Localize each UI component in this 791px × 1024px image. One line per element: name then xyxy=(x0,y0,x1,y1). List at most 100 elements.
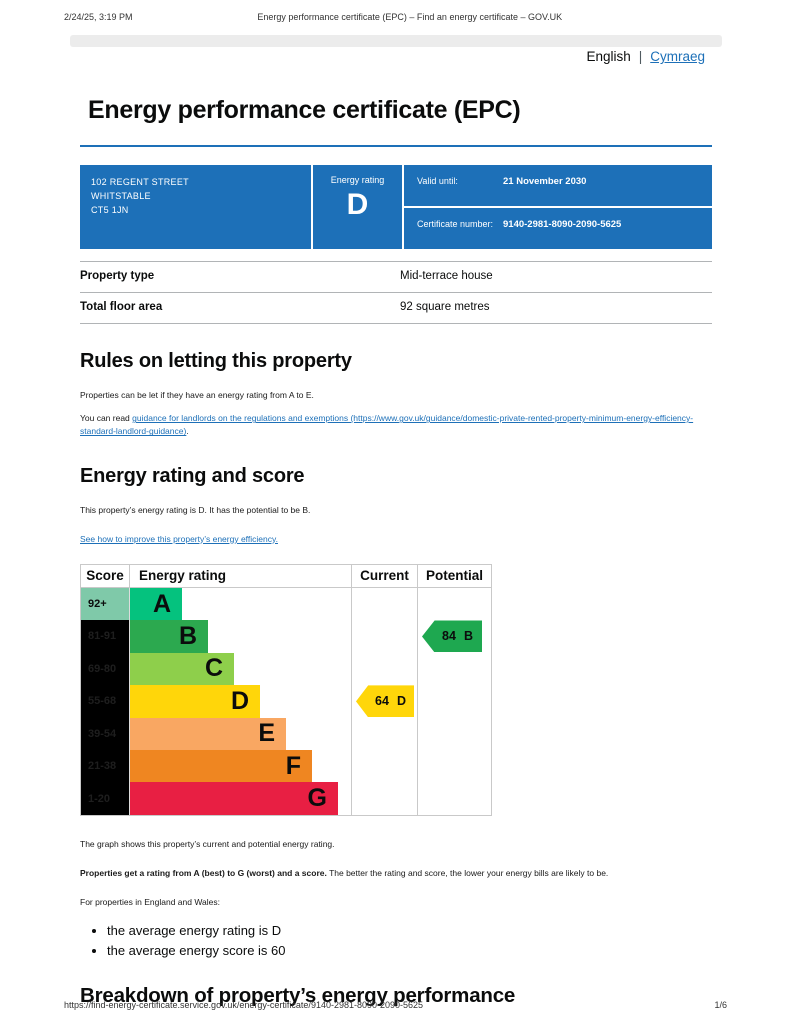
collapsed-banner-bar xyxy=(70,35,722,47)
potential-column-cell: 84 B xyxy=(417,620,491,653)
chart-header-rating: Energy rating xyxy=(129,564,351,587)
band-bar-track: G xyxy=(129,782,351,815)
rating-explanation: Properties get a rating from A (best) to… xyxy=(80,867,712,880)
band-bar: D xyxy=(130,685,260,718)
improve-link-paragraph: See how to improve this property’s energ… xyxy=(80,533,712,546)
band-letter: D xyxy=(230,686,249,715)
chart-caption: The graph shows this property’s current … xyxy=(80,838,335,849)
band-letter: A xyxy=(152,589,171,618)
potential-band: B xyxy=(463,629,473,644)
potential-column-cell xyxy=(417,685,491,718)
summary-value: Mid-terrace house xyxy=(400,270,493,282)
band-bar-track: D xyxy=(129,685,351,718)
potential-column-cell xyxy=(417,749,491,783)
section-divider xyxy=(80,145,712,147)
epc-chart-body: 92+ A 81-91 B 84 B 69-80 C 55-68 D 64 D 39-54 E 21-38 F… xyxy=(81,587,491,815)
potential-column-cell xyxy=(417,717,491,750)
regions-intro: For properties in England and Wales: xyxy=(80,897,221,908)
current-score: 64 xyxy=(375,694,389,709)
print-header: 2/24/25, 3:19 PM Energy performance cert… xyxy=(64,12,727,22)
band-score-cell: 21-38 xyxy=(81,749,129,783)
band-bar-track: E xyxy=(129,717,351,750)
certificate-number-row: Certificate number: 9140-2981-8090-2090-… xyxy=(404,206,712,249)
energy-rating-value: D xyxy=(346,188,369,221)
valid-until-value: 21 November 2030 xyxy=(503,176,587,187)
rating-score-heading: Energy rating and score xyxy=(80,464,305,487)
current-column-cell xyxy=(351,782,417,815)
band-bar: G xyxy=(130,782,338,815)
address-line: 102 REGENT STREET xyxy=(91,177,189,187)
rating-explanation-bold: Properties get a rating from A (best) to… xyxy=(80,868,327,879)
guidance-suffix: . xyxy=(186,426,189,437)
band-score-cell: 55-68 xyxy=(81,685,129,718)
rules-heading: Rules on letting this property xyxy=(80,350,352,372)
band-score-cell: 81-91 xyxy=(81,620,129,653)
certificate-validity: Valid until: 21 November 2030 Certificat… xyxy=(404,165,712,249)
summary-label: Total floor area xyxy=(80,301,163,313)
improve-efficiency-link[interactable]: See how to improve this property’s energ… xyxy=(80,533,278,544)
band-letter: G xyxy=(307,784,327,813)
current-column-cell: 64 D xyxy=(351,685,417,718)
potential-score: 84 xyxy=(442,629,456,644)
band-bar: B xyxy=(130,620,208,653)
address-line: WHITSTABLE xyxy=(91,190,151,201)
print-footer-url: https://find-energy-certificate.service.… xyxy=(64,1000,424,1010)
property-address: 102 REGENT STREET WHITSTABLE CT5 1JN xyxy=(80,165,311,249)
epc-band-row: 81-91 B 84 B xyxy=(81,620,491,653)
potential-column-cell xyxy=(417,587,491,621)
valid-until-row: Valid until: 21 November 2030 xyxy=(404,165,712,206)
address-line: CT5 1JN xyxy=(91,204,129,215)
band-score-cell: 39-54 xyxy=(81,717,129,750)
summary-row: Property type Mid-terrace house xyxy=(80,261,712,292)
epc-band-row: 21-38 F xyxy=(81,749,491,783)
epc-band-row: 55-68 D 64 D xyxy=(81,685,491,718)
language-link-cymraeg[interactable]: Cymraeg xyxy=(650,49,705,64)
summary-label: Property type xyxy=(80,270,155,282)
summary-value: 92 square metres xyxy=(400,301,490,313)
band-bar: F xyxy=(130,749,312,783)
print-footer-page-number: 1/6 xyxy=(714,1000,727,1010)
page-title: Energy performance certificate (EPC) xyxy=(88,96,521,124)
rules-paragraph: Properties can be let if they have an en… xyxy=(80,390,314,400)
certificate-banner: 102 REGENT STREET WHITSTABLE CT5 1JN Ene… xyxy=(80,165,712,249)
current-column-cell xyxy=(351,652,417,686)
current-rating-arrow: 64 D xyxy=(356,685,414,718)
band-bar-track: A xyxy=(129,587,351,621)
landlord-guidance-link[interactable]: guidance for landlords on the regulation… xyxy=(80,413,694,437)
valid-until-label: Valid until: xyxy=(417,176,458,186)
current-column-cell xyxy=(351,620,417,653)
band-bar: E xyxy=(130,717,286,750)
epc-chart-header: Score Energy rating Current Potential xyxy=(81,564,491,588)
average-score-item: the average energy score is 60 xyxy=(107,941,712,961)
language-separator: | xyxy=(638,49,643,64)
average-facts-list: the average energy rating is D the avera… xyxy=(80,921,712,960)
band-bar: A xyxy=(130,587,182,621)
current-band: D xyxy=(396,694,406,709)
breakdown-heading: Breakdown of property’s energy performan… xyxy=(80,984,516,1008)
epc-band-row: 69-80 C xyxy=(81,652,491,686)
guidance-prefix: You can read xyxy=(80,413,133,424)
print-footer: https://find-energy-certificate.service.… xyxy=(64,1000,727,1010)
energy-rating-label: Energy rating xyxy=(330,175,385,185)
chart-header-score: Score xyxy=(86,568,124,584)
band-letter: C xyxy=(204,654,223,683)
band-bar-track: C xyxy=(129,652,351,686)
current-column-cell xyxy=(351,717,417,750)
epc-band-row: 39-54 E xyxy=(81,717,491,750)
potential-rating-arrow: 84 B xyxy=(422,620,482,653)
band-letter: E xyxy=(258,719,275,748)
chart-header-current: Current xyxy=(351,564,417,587)
band-score-cell: 69-80 xyxy=(81,652,129,686)
print-page-title: Energy performance certificate (EPC) – F… xyxy=(257,12,563,22)
epc-band-row: 1-20 G xyxy=(81,782,491,815)
band-bar-track: B xyxy=(129,620,351,653)
summary-row: Total floor area 92 square metres xyxy=(80,292,712,324)
band-score-cell: 92+ xyxy=(81,587,129,621)
epc-band-row: 92+ A xyxy=(81,587,491,621)
property-summary: Property type Mid-terrace house Total fl… xyxy=(80,261,712,324)
rating-summary-paragraph: This property’s energy rating is D. It h… xyxy=(80,504,311,515)
certificate-number-label: Certificate number: xyxy=(417,219,494,229)
print-timestamp: 2/24/25, 3:19 PM xyxy=(64,12,133,22)
